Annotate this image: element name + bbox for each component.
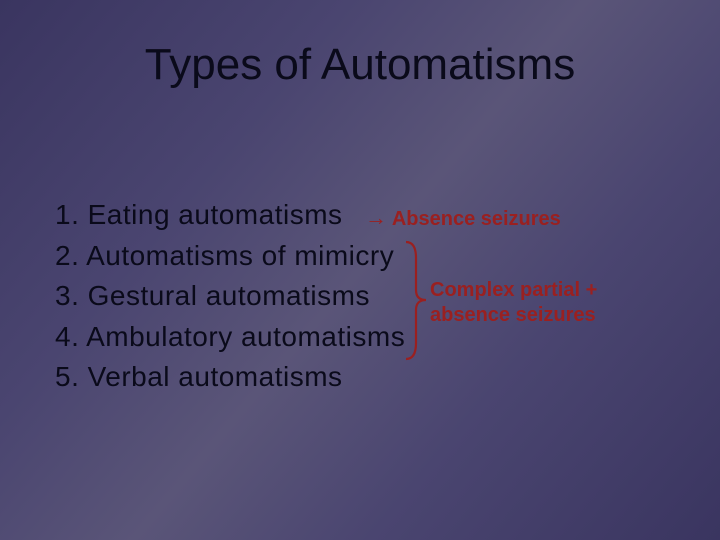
annotation-line: Complex partial + [430, 278, 597, 303]
annotation-line: absence seizures [430, 303, 597, 328]
annotation-complex: Complex partial + absence seizures [430, 278, 597, 328]
item-text: 5. Verbal automatisms [55, 361, 343, 392]
item-text: 1. Eating automatisms [55, 199, 343, 230]
annotation-absence: → Absence seizures [365, 205, 561, 231]
list-content: 1. Eating automatisms 2. Automatisms of … [55, 195, 405, 398]
arrow-icon: → [365, 205, 387, 230]
list-item: 3. Gestural automatisms [55, 276, 405, 317]
item-text: 2. Automatisms of mimicry [55, 240, 394, 271]
list-item: 2. Automatisms of mimicry [55, 236, 405, 277]
slide-title: Types of Automatisms [0, 0, 720, 90]
item-text: 4. Ambulatory automatisms [55, 321, 405, 352]
item-text: 3. Gestural automatisms [55, 280, 370, 311]
bracket-icon [404, 238, 428, 363]
list-item: 4. Ambulatory automatisms [55, 317, 405, 358]
list-item: 5. Verbal automatisms [55, 357, 405, 398]
annotation-text: Absence seizures [392, 208, 561, 230]
list-item: 1. Eating automatisms [55, 195, 405, 236]
